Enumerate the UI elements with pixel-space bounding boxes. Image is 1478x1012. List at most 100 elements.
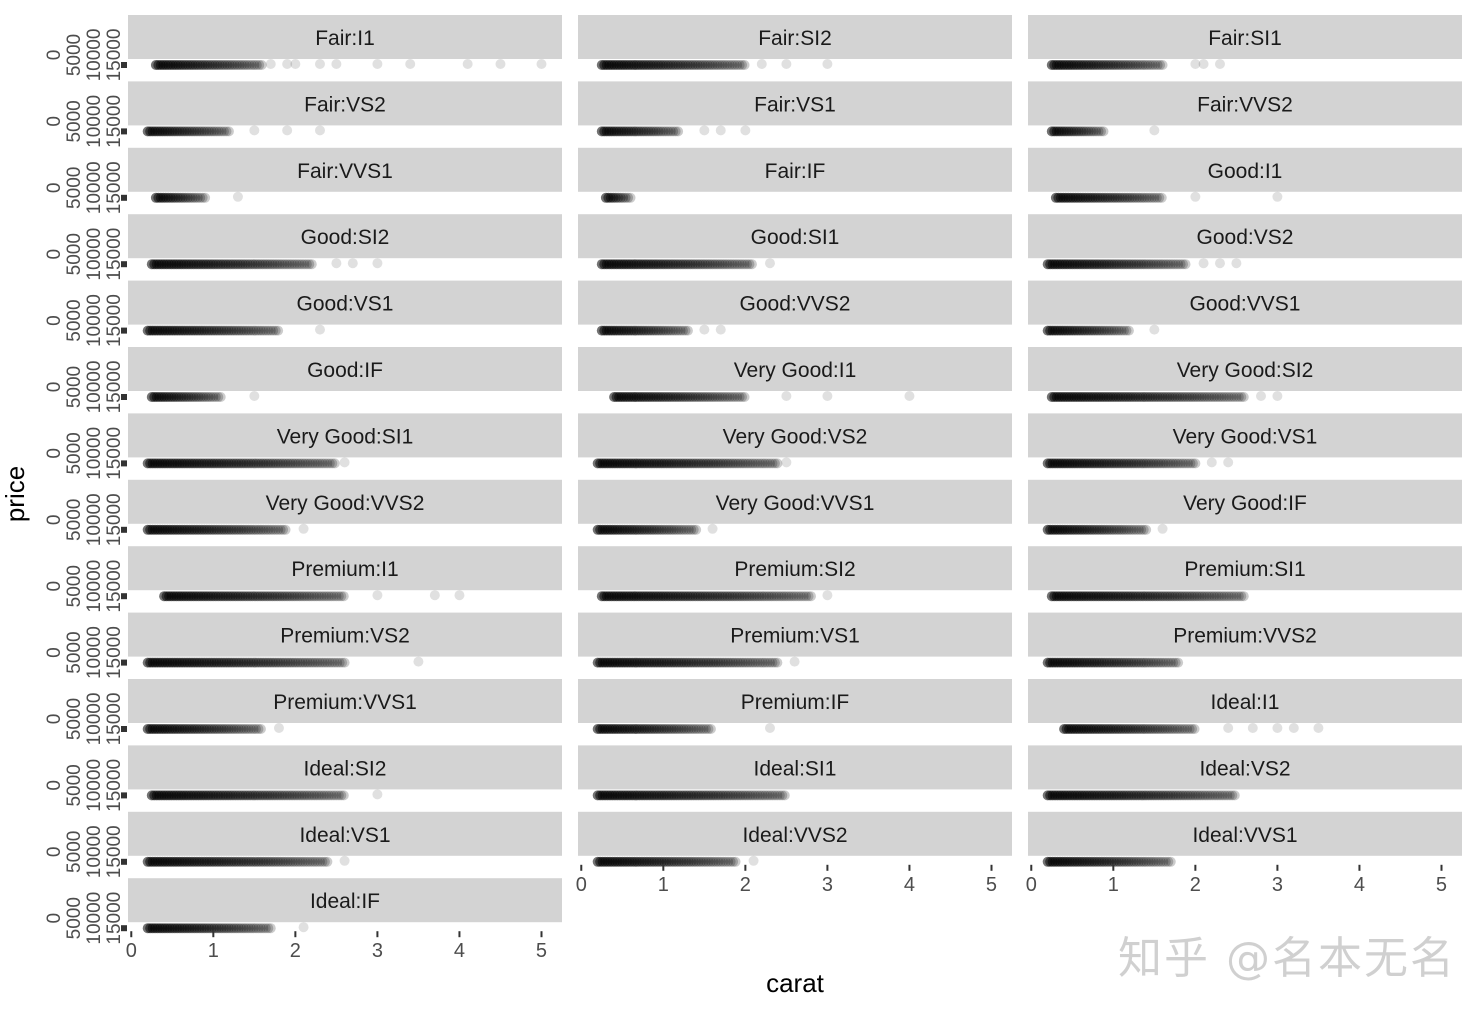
data-point bbox=[218, 126, 229, 137]
y-tick-label: 5000 bbox=[64, 432, 85, 474]
data-point bbox=[294, 591, 305, 602]
data-point bbox=[218, 325, 229, 336]
data-point bbox=[1084, 524, 1095, 535]
data-point bbox=[1114, 325, 1125, 336]
data-point bbox=[1096, 591, 1107, 602]
data-point bbox=[1109, 458, 1120, 469]
data-point bbox=[678, 657, 689, 668]
data-point bbox=[681, 524, 692, 535]
data-point bbox=[189, 325, 200, 336]
y-tick-label: 10000 bbox=[84, 693, 105, 746]
data-point bbox=[182, 524, 193, 535]
data-point bbox=[331, 591, 342, 602]
data-point bbox=[231, 325, 242, 336]
data-point bbox=[203, 591, 214, 602]
data-point bbox=[201, 458, 212, 469]
data-point bbox=[732, 392, 743, 402]
data-point bbox=[620, 192, 631, 203]
data-point bbox=[1128, 392, 1139, 402]
data-point bbox=[1143, 259, 1154, 270]
data-point bbox=[744, 259, 755, 270]
data-point bbox=[1128, 458, 1139, 469]
data-point bbox=[372, 789, 383, 800]
data-point bbox=[295, 657, 306, 668]
data-point bbox=[191, 591, 202, 602]
data-point bbox=[177, 60, 188, 70]
data-point bbox=[1101, 657, 1112, 668]
data-point bbox=[176, 392, 187, 402]
data-point bbox=[1091, 60, 1102, 70]
data-point bbox=[176, 259, 187, 270]
data-point bbox=[1089, 524, 1100, 535]
data-point bbox=[685, 259, 696, 270]
data-point bbox=[646, 591, 657, 602]
data-point bbox=[1219, 392, 1230, 402]
data-point bbox=[215, 392, 226, 402]
data-point bbox=[1125, 392, 1136, 402]
data-point bbox=[1105, 392, 1116, 402]
data-point bbox=[1150, 259, 1161, 270]
data-point bbox=[268, 524, 279, 535]
data-point bbox=[1221, 392, 1232, 402]
data-point bbox=[673, 458, 684, 469]
data-point bbox=[228, 458, 239, 469]
data-point bbox=[1076, 392, 1087, 402]
data-point bbox=[1194, 392, 1205, 402]
data-point bbox=[1199, 591, 1210, 602]
data-point bbox=[651, 524, 662, 535]
data-point bbox=[764, 657, 775, 668]
data-point bbox=[1109, 192, 1120, 203]
data-point bbox=[1128, 657, 1139, 668]
data-point bbox=[1145, 591, 1156, 602]
data-point bbox=[1141, 458, 1152, 469]
data-point bbox=[211, 458, 222, 469]
data-point bbox=[226, 724, 237, 734]
data-point bbox=[695, 60, 706, 70]
facet-panel: Premium:SI2 bbox=[578, 546, 1012, 602]
data-point bbox=[216, 724, 227, 734]
data-point bbox=[681, 458, 692, 469]
data-point bbox=[739, 392, 750, 402]
data-point bbox=[750, 458, 761, 469]
strip-label: Premium:VVS2 bbox=[1173, 625, 1317, 648]
data-point bbox=[1272, 191, 1283, 202]
data-point bbox=[1228, 591, 1239, 602]
data-point bbox=[255, 657, 266, 668]
data-point bbox=[1123, 657, 1134, 668]
data-point bbox=[1068, 192, 1079, 203]
data-point bbox=[254, 60, 265, 70]
data-point bbox=[196, 126, 207, 137]
data-point bbox=[658, 60, 669, 70]
data-point bbox=[206, 458, 217, 469]
data-point bbox=[621, 126, 632, 137]
data-point bbox=[680, 591, 691, 602]
data-point bbox=[1236, 591, 1247, 602]
y-tick-mark bbox=[121, 593, 127, 600]
data-point bbox=[707, 392, 718, 402]
data-point bbox=[663, 60, 674, 70]
data-point bbox=[194, 724, 205, 734]
data-point bbox=[762, 458, 773, 469]
data-point bbox=[1104, 524, 1115, 535]
data-point bbox=[697, 60, 708, 70]
data-point bbox=[628, 325, 639, 336]
data-point bbox=[1090, 192, 1101, 203]
data-point bbox=[1173, 657, 1184, 668]
data-point bbox=[690, 591, 701, 602]
data-point bbox=[1086, 657, 1097, 668]
data-point bbox=[614, 126, 625, 137]
data-point bbox=[292, 259, 303, 270]
y-tick-label: 10000 bbox=[84, 228, 105, 281]
data-point bbox=[194, 524, 205, 535]
data-point bbox=[287, 458, 298, 469]
data-point bbox=[626, 325, 637, 336]
data-point bbox=[1106, 657, 1117, 668]
data-point bbox=[1097, 192, 1108, 203]
data-point bbox=[186, 392, 197, 402]
data-point bbox=[204, 724, 215, 734]
data-point bbox=[282, 458, 293, 469]
facet-panel: Fair:SI2 bbox=[578, 15, 1012, 70]
data-point bbox=[248, 458, 259, 469]
data-point bbox=[1165, 657, 1176, 668]
